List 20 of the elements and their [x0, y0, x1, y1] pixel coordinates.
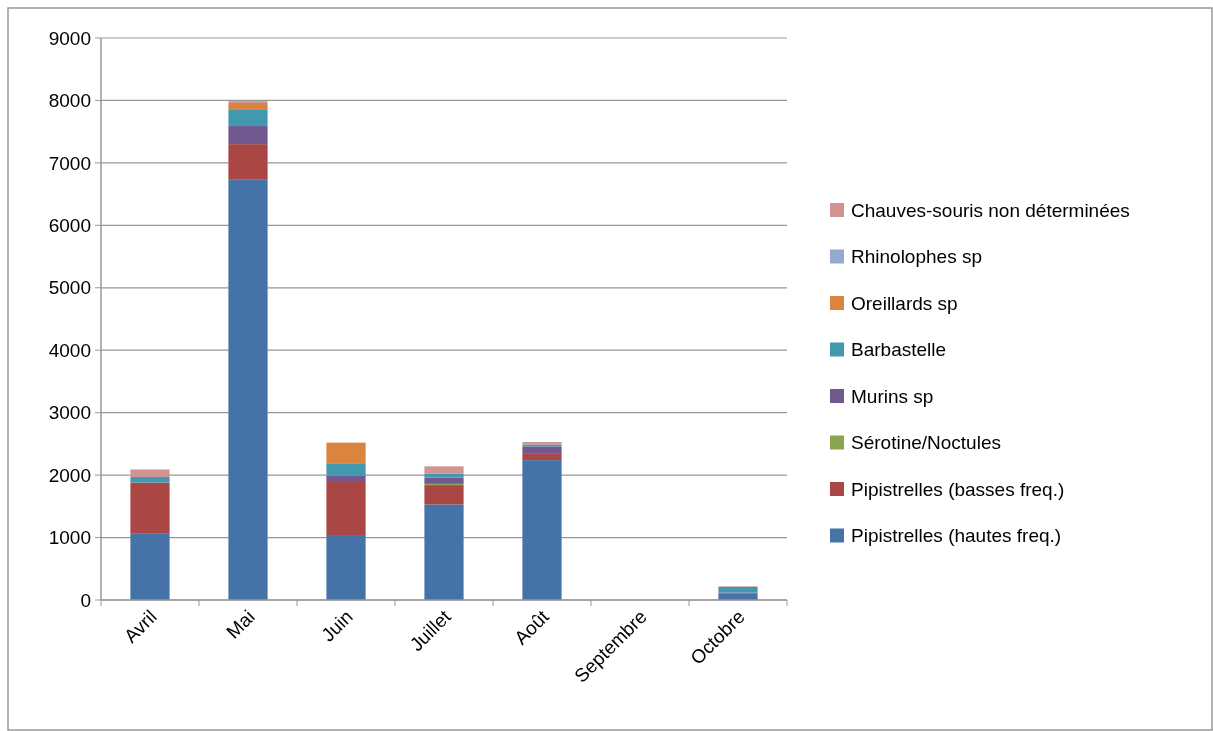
y-tick-label: 4000 [48, 339, 91, 361]
legend-label: Pipistrelles (hautes freq.) [851, 525, 1062, 547]
legend-label: Murins sp [851, 385, 934, 407]
legend-label: Chauves-souris non déterminées [851, 199, 1130, 221]
y-tick-label: 8000 [48, 90, 91, 112]
y-tick-label: 2000 [48, 464, 91, 486]
y-tick-label: 9000 [48, 27, 91, 49]
legend-label: Oreillards sp [851, 292, 958, 314]
x-tick-label: Mai [222, 605, 259, 643]
legend-label: Rhinolophes sp [851, 246, 982, 268]
y-tick-label: 6000 [48, 214, 91, 236]
y-tick-label: 3000 [48, 402, 91, 424]
y-tick-label: 7000 [48, 152, 91, 174]
y-tick-label: 5000 [48, 277, 91, 299]
y-tick-label: 0 [80, 589, 91, 611]
x-tick-label: Juin [317, 605, 357, 646]
legend-label: Sérotine/Noctules [851, 432, 1001, 454]
legend-label: Barbastelle [851, 339, 947, 361]
y-tick-label: 1000 [48, 527, 91, 549]
legend-label: Pipistrelles (basses freq.) [851, 478, 1065, 500]
